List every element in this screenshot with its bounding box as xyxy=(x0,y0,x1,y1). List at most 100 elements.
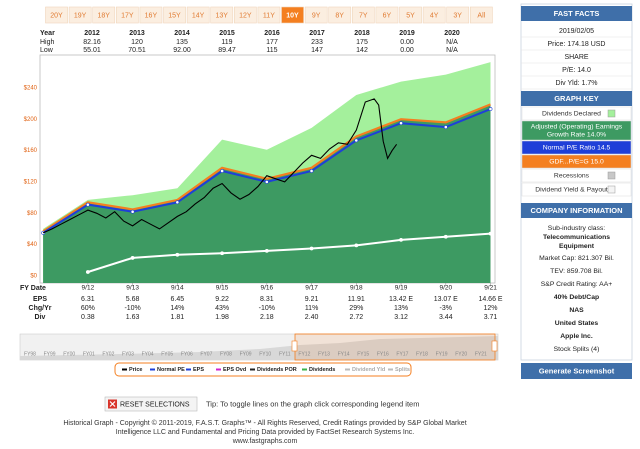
range-button[interactable]: 6Y xyxy=(375,6,399,24)
range-button[interactable]: 18Y xyxy=(92,6,116,24)
legend-marker[interactable] xyxy=(186,368,191,371)
button-label[interactable]: 15Y xyxy=(168,12,181,19)
button-bg[interactable] xyxy=(234,6,257,24)
button-bg[interactable] xyxy=(163,6,186,24)
button-bg[interactable] xyxy=(375,6,399,24)
legend-marker[interactable] xyxy=(388,368,393,371)
button-bg[interactable] xyxy=(68,6,92,24)
button-label[interactable]: Generate Screenshot xyxy=(539,366,615,375)
reset-icon-x[interactable] xyxy=(109,401,116,407)
data-cell: Chg/Yr xyxy=(29,305,52,312)
button-bg[interactable] xyxy=(281,6,304,24)
legend-label[interactable]: EPS Ovd xyxy=(223,367,246,373)
legend-label[interactable]: Normal PE xyxy=(157,367,185,373)
legend-marker[interactable] xyxy=(250,368,255,371)
button-bg[interactable] xyxy=(92,6,116,24)
button-bg[interactable] xyxy=(351,6,375,24)
button-bg[interactable] xyxy=(210,6,234,24)
legend-label[interactable]: EPS xyxy=(193,367,204,373)
legend-item[interactable]: EPS xyxy=(186,367,204,373)
point xyxy=(354,138,359,143)
range-button[interactable]: 3Y xyxy=(446,6,470,24)
range-button[interactable]: 19Y xyxy=(68,6,92,24)
button-label[interactable]: 18Y xyxy=(97,12,110,19)
button-label[interactable]: All xyxy=(477,12,485,19)
table-cell: 147 xyxy=(311,47,323,54)
reset-button[interactable]: RESET SELECTIONS xyxy=(104,396,198,412)
legend-item[interactable]: EPS Ovd xyxy=(216,367,246,373)
legend-item[interactable]: Splits xyxy=(388,367,410,373)
legend-marker[interactable] xyxy=(150,368,155,371)
range-button[interactable]: 12Y xyxy=(234,6,257,24)
legend-item[interactable]: Dividends xyxy=(302,367,335,373)
legend-item[interactable]: Normal PE xyxy=(150,367,185,373)
legend-label[interactable]: Dividends xyxy=(309,367,335,373)
button-bg[interactable] xyxy=(304,6,328,24)
range-button[interactable]: 9Y xyxy=(304,6,328,24)
button-bg[interactable] xyxy=(399,6,422,24)
legend-item[interactable]: Dividends POR xyxy=(250,367,297,373)
reset-label[interactable]: RESET SELECTIONS xyxy=(120,401,190,408)
range-button[interactable]: All xyxy=(469,6,493,24)
button-label[interactable]: 13Y xyxy=(215,12,228,19)
screenshot-button[interactable]: Generate Screenshot xyxy=(521,363,632,379)
x-tick-label: 9/13 xyxy=(126,285,139,292)
button-bg[interactable] xyxy=(422,6,446,24)
range-button[interactable]: 13Y xyxy=(210,6,234,24)
button-label[interactable]: 8Y xyxy=(335,12,344,19)
range-button[interactable]: 20Y xyxy=(45,6,68,24)
range-button[interactable]: 17Y xyxy=(116,6,139,24)
button-bg[interactable] xyxy=(521,363,632,379)
range-button[interactable]: 11Y xyxy=(257,6,281,24)
legend-label[interactable]: Dividend Yld xyxy=(352,367,385,373)
button-bg[interactable] xyxy=(446,6,470,24)
range-button[interactable]: 14Y xyxy=(186,6,210,24)
button-label[interactable]: 16Y xyxy=(145,12,158,19)
range-button[interactable]: 5Y xyxy=(399,6,422,24)
range-button[interactable]: 4Y xyxy=(422,6,446,24)
legend-item[interactable]: Dividend Yld xyxy=(345,367,385,373)
button-bg[interactable] xyxy=(104,396,198,412)
navigator-handle[interactable] xyxy=(291,340,298,352)
range-button[interactable]: 8Y xyxy=(328,6,352,24)
legend-item[interactable]: Price xyxy=(122,367,142,373)
button-label[interactable]: 3Y xyxy=(453,12,462,19)
button-bg[interactable] xyxy=(186,6,210,24)
range-button[interactable]: 15Y xyxy=(163,6,186,24)
point xyxy=(399,121,403,126)
button-bg[interactable] xyxy=(328,6,352,24)
button-label[interactable]: 11Y xyxy=(263,12,275,19)
legend-label[interactable]: Dividends POR xyxy=(257,367,297,373)
data-cell: -10% xyxy=(124,305,140,312)
panel-header xyxy=(521,6,632,21)
navigator-handle[interactable] xyxy=(491,340,498,352)
table-header: 2017 xyxy=(309,30,325,37)
button-label[interactable]: 6Y xyxy=(383,12,392,19)
data-cell: 0.38 xyxy=(81,314,95,321)
legend-marker[interactable] xyxy=(122,368,127,371)
button-label[interactable]: 19Y xyxy=(74,12,87,19)
button-bg[interactable] xyxy=(257,6,281,24)
button-bg[interactable] xyxy=(469,6,493,24)
table-header: 2014 xyxy=(174,30,190,37)
button-label[interactable]: 9Y xyxy=(312,12,321,19)
button-bg[interactable] xyxy=(139,6,163,24)
legend-marker[interactable] xyxy=(345,368,350,371)
button-label[interactable]: 7Y xyxy=(359,12,368,19)
button-bg[interactable] xyxy=(45,6,68,24)
legend-marker[interactable] xyxy=(216,368,221,371)
legend-marker[interactable] xyxy=(302,368,307,371)
button-label[interactable]: 20Y xyxy=(50,12,63,19)
range-button[interactable]: 16Y xyxy=(139,6,163,24)
button-bg[interactable] xyxy=(116,6,139,24)
range-button[interactable]: 10Y xyxy=(281,6,304,24)
button-label[interactable]: 14Y xyxy=(192,12,205,19)
button-label[interactable]: 12Y xyxy=(239,12,252,19)
button-label[interactable]: 5Y xyxy=(406,12,415,19)
button-label[interactable]: 10Y xyxy=(286,12,299,19)
button-label[interactable]: 17Y xyxy=(121,12,134,19)
button-label[interactable]: 4Y xyxy=(430,12,439,19)
legend-label[interactable]: Price xyxy=(129,367,142,373)
legend-label[interactable]: Splits xyxy=(395,367,410,373)
range-button[interactable]: 7Y xyxy=(351,6,375,24)
